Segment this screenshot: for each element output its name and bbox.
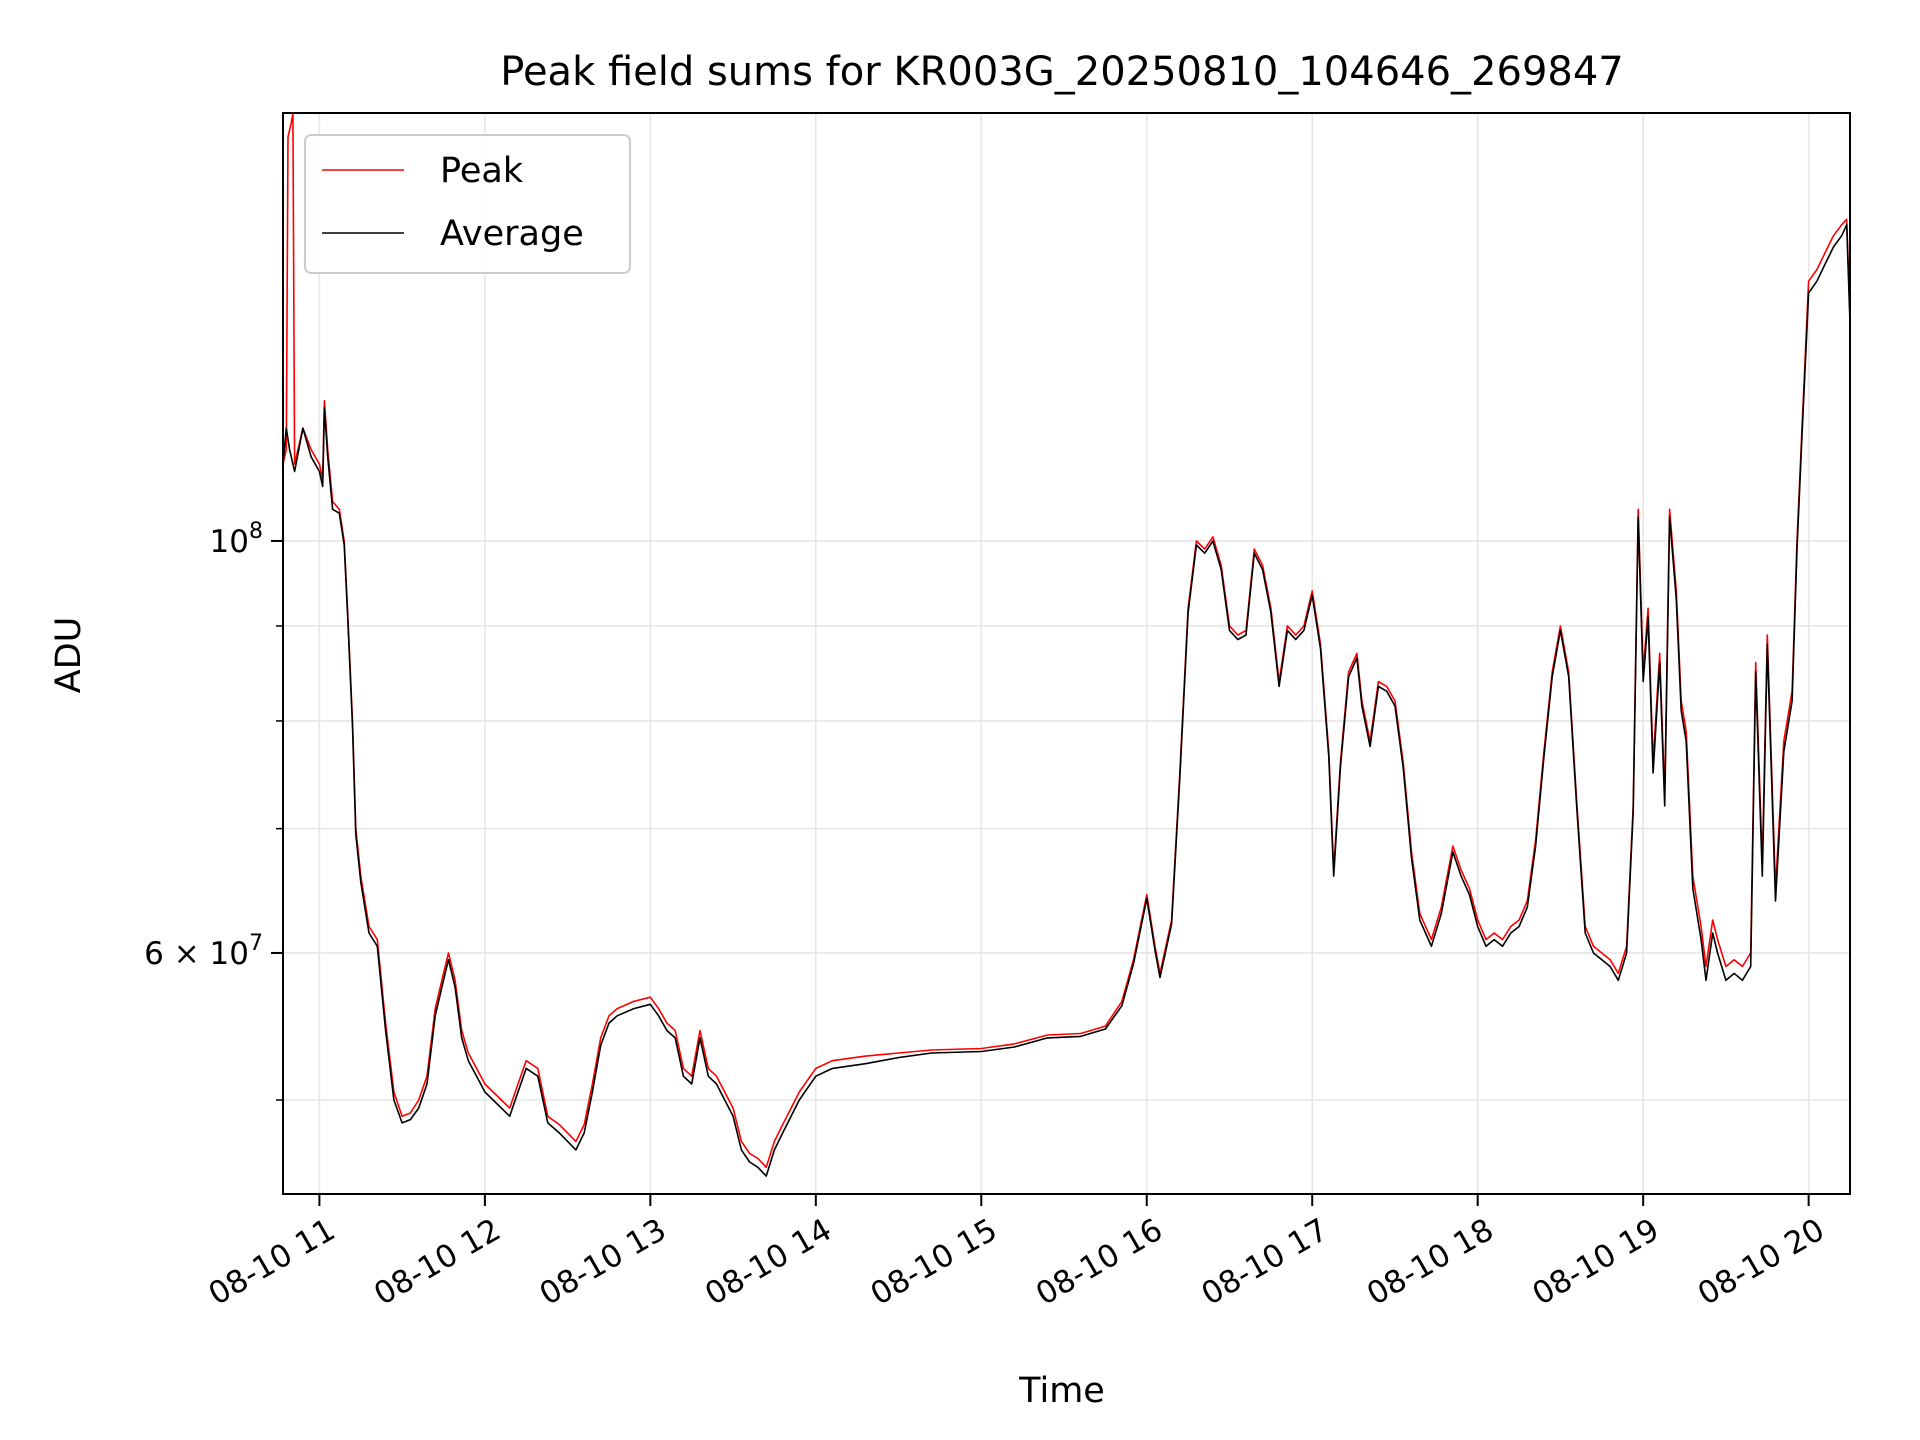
y-axis: 6 × 107 108 bbox=[144, 519, 283, 1101]
y-tick-label: 6 × 107 bbox=[144, 931, 263, 972]
grid bbox=[283, 113, 1850, 1194]
y-axis-label: ADU bbox=[49, 617, 89, 694]
legend: Peak Average bbox=[304, 134, 631, 274]
y-tick-label: 108 bbox=[210, 519, 263, 560]
x-axis-label: Time bbox=[1018, 1371, 1105, 1411]
chart-title: Peak field sums for KR003G_20250810_1046… bbox=[500, 49, 1624, 95]
legend-label-peak: Peak bbox=[440, 151, 524, 191]
plot-frame bbox=[282, 112, 1851, 1195]
legend-label-average: Average bbox=[440, 214, 584, 254]
series-layer bbox=[283, 113, 1850, 1177]
series-line-average bbox=[283, 224, 1850, 1177]
